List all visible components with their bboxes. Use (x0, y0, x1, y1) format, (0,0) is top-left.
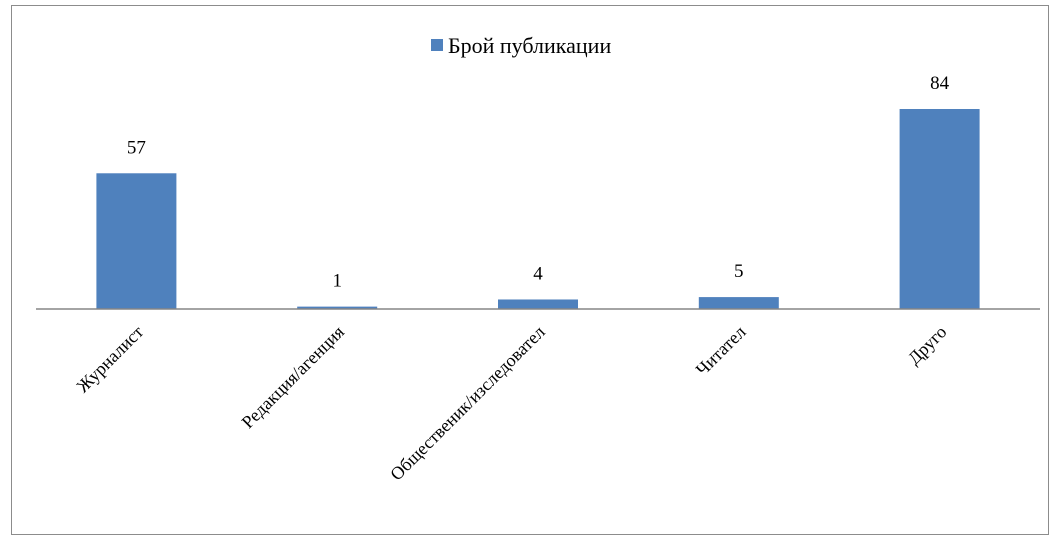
data-label-2: 4 (533, 263, 543, 284)
category-label-4: Друго (904, 322, 951, 369)
bar-1 (297, 306, 378, 309)
data-labels-group: 57 1 4 5 84 (127, 73, 950, 292)
data-label-1: 1 (332, 271, 342, 292)
bar-4 (899, 109, 980, 309)
data-label-0: 57 (127, 137, 146, 158)
category-labels-group: Журналист Редакция/агенция Общественик/изс… (73, 322, 951, 485)
category-label-2: Общественик/изследовател (386, 322, 549, 485)
category-label-1: Редакция/агенция (238, 322, 348, 432)
bar-2 (498, 299, 578, 309)
category-label-0: Журналист (73, 322, 148, 397)
data-label-4: 84 (930, 73, 950, 94)
data-label-3: 5 (734, 261, 744, 282)
bar-3 (698, 297, 779, 309)
category-label-3: Читател (692, 322, 750, 380)
bar-0 (96, 173, 177, 309)
bars-group (96, 109, 980, 309)
legend-label: Брой публикации (448, 33, 611, 58)
legend: Брой публикации (431, 33, 611, 58)
legend-swatch (431, 39, 443, 51)
chart-area (11, 5, 1049, 535)
